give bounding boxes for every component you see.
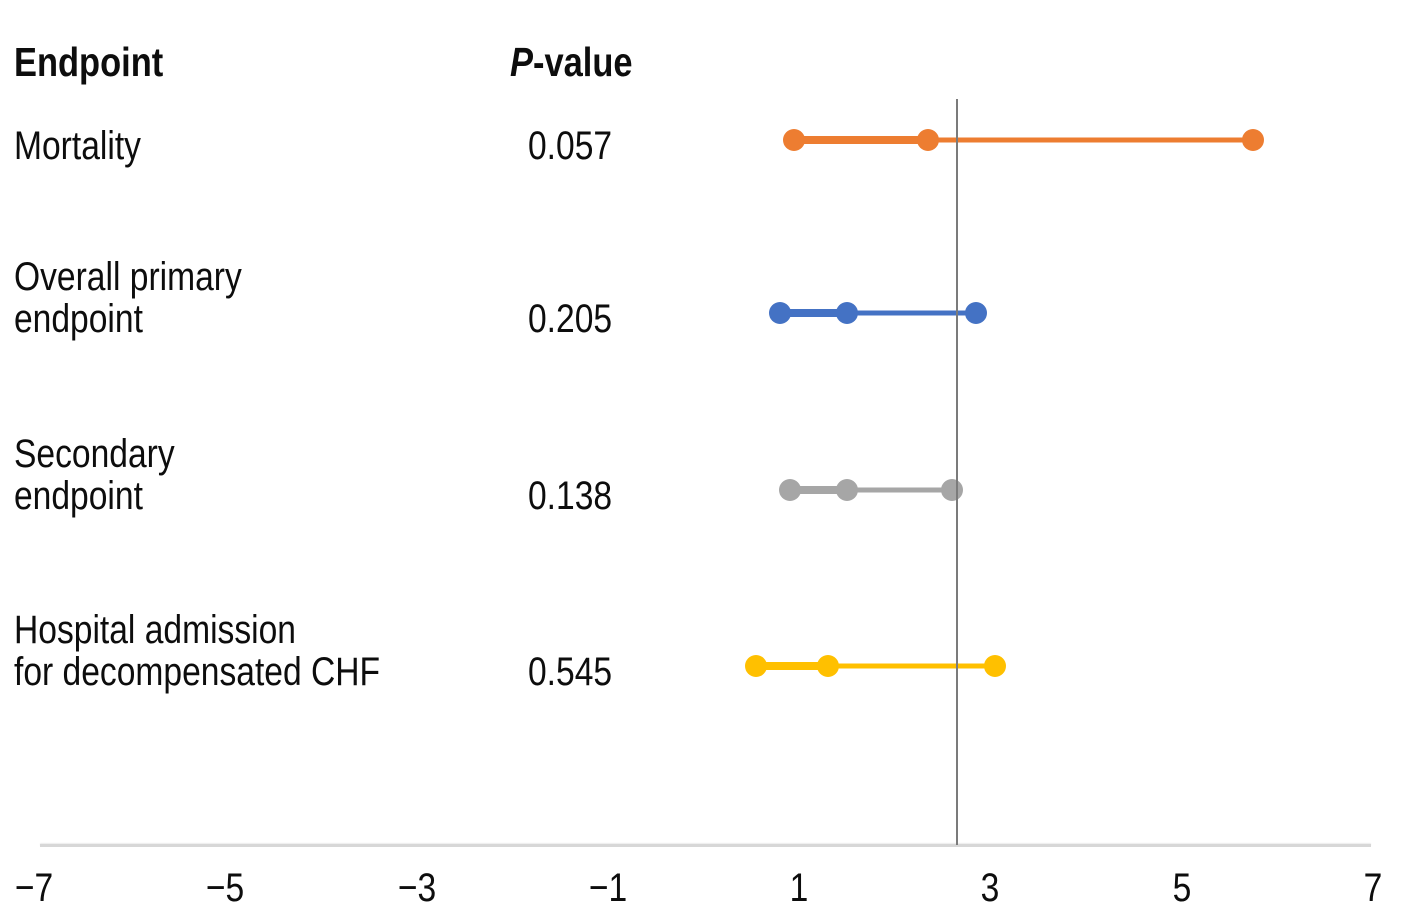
endpoint-label: endpoint bbox=[14, 475, 167, 517]
endpoint-label: Overall primary bbox=[14, 256, 285, 298]
ci-segment-low-mid bbox=[789, 486, 847, 494]
ci-segment-mid-high bbox=[928, 137, 1254, 143]
point-estimate-dot bbox=[816, 655, 839, 677]
x-tick-label: −7 bbox=[11, 867, 57, 909]
point-estimate-dot bbox=[835, 479, 858, 501]
x-tick-label: 1 bbox=[788, 867, 810, 909]
endpoint-label-text: Mortality bbox=[14, 124, 141, 168]
p-value: 0.138 bbox=[528, 475, 628, 517]
p-value: 0.057 bbox=[528, 125, 628, 167]
endpoint-label-text: endpoint bbox=[14, 297, 143, 341]
point-estimate-dot bbox=[835, 302, 858, 324]
endpoint-label: for decompensated CHF bbox=[14, 651, 450, 693]
x-axis-line bbox=[40, 844, 1371, 847]
endpoint-label: endpoint bbox=[14, 298, 167, 340]
ci-high-dot bbox=[965, 302, 988, 324]
ci-high-dot bbox=[941, 479, 964, 501]
x-tick-label-text: −1 bbox=[588, 866, 627, 910]
x-tick-label-text: 7 bbox=[1363, 866, 1383, 910]
ci-high-dot bbox=[984, 655, 1007, 677]
endpoint-column-header: Endpoint bbox=[14, 41, 192, 83]
ci-low-dot bbox=[745, 655, 768, 677]
p-value: 0.545 bbox=[528, 651, 628, 693]
p-value-text: 0.138 bbox=[528, 474, 613, 518]
endpoint-label: Mortality bbox=[14, 125, 165, 167]
ci-low-dot bbox=[778, 479, 801, 501]
x-tick-label: 7 bbox=[1362, 867, 1384, 909]
x-tick-label-text: 1 bbox=[789, 866, 809, 910]
ci-segment-low-mid bbox=[779, 309, 847, 317]
x-tick-label: −1 bbox=[585, 867, 631, 909]
ci-low-dot bbox=[783, 129, 806, 151]
endpoint-label-text: Hospital admission bbox=[14, 608, 296, 652]
ci-segment-low-mid bbox=[756, 662, 828, 670]
p-value-text: 0.545 bbox=[528, 650, 613, 694]
pvalue-column-header: P-value bbox=[510, 41, 656, 83]
vertical-reference-line bbox=[955, 99, 958, 845]
endpoint-label: Hospital admission bbox=[14, 609, 350, 651]
x-tick-label: −3 bbox=[394, 867, 440, 909]
ci-low-dot bbox=[768, 302, 791, 324]
endpoint-label-text: for decompensated CHF bbox=[14, 650, 381, 694]
endpoint-label-text: Secondary bbox=[14, 432, 175, 476]
ci-segment-low-mid bbox=[794, 136, 929, 144]
p-value-text: 0.205 bbox=[528, 297, 613, 341]
x-tick-label-text: −3 bbox=[397, 866, 436, 910]
ci-segment-mid-high bbox=[827, 663, 996, 669]
endpoint-label-text: Overall primary bbox=[14, 255, 242, 299]
p-value: 0.205 bbox=[528, 298, 628, 340]
pvalue-header-rest: -value bbox=[532, 39, 633, 85]
x-tick-label-text: −5 bbox=[206, 866, 245, 910]
x-tick-label-text: 5 bbox=[1172, 866, 1192, 910]
x-tick-label: −5 bbox=[202, 867, 248, 909]
pvalue-header-italic-p: P bbox=[510, 39, 533, 85]
endpoint-label-text: endpoint bbox=[14, 474, 143, 518]
endpoint-label: Secondary bbox=[14, 433, 205, 475]
point-estimate-dot bbox=[917, 129, 940, 151]
x-tick-label-text: 3 bbox=[981, 866, 1000, 910]
x-tick-label: 3 bbox=[979, 867, 1001, 909]
p-value-text: 0.057 bbox=[528, 124, 613, 168]
x-tick-label: 5 bbox=[1171, 867, 1193, 909]
ci-segment-mid-high bbox=[846, 487, 953, 493]
x-tick-label-text: −7 bbox=[14, 866, 54, 910]
ci-high-dot bbox=[1242, 129, 1265, 151]
ci-segment-mid-high bbox=[846, 310, 977, 316]
endpoint-header-text: Endpoint bbox=[14, 39, 164, 85]
